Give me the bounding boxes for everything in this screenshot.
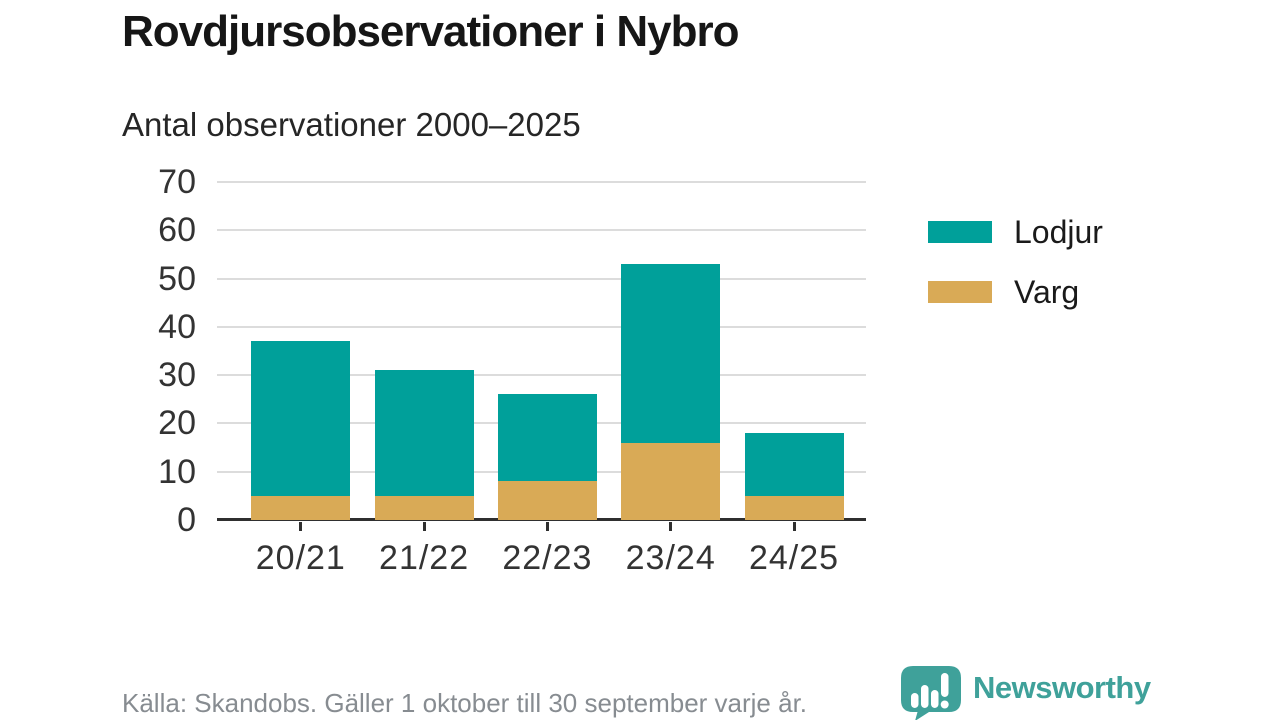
bar-segment-lodjur-21-22 bbox=[374, 370, 474, 496]
plot-area bbox=[217, 181, 866, 521]
chart-title: Rovdjursobservationer i Nybro bbox=[122, 7, 739, 56]
gridline-y60 bbox=[217, 229, 866, 232]
y-tick-label-50: 50 bbox=[158, 259, 196, 298]
bar-segment-lodjur-20-21 bbox=[251, 341, 351, 496]
x-tick-label-22-23: 22/23 bbox=[502, 539, 593, 577]
bar-segment-varg-23-24 bbox=[621, 442, 721, 520]
x-tick-24-25 bbox=[792, 522, 796, 531]
brand-logo: Newsworthy bbox=[899, 665, 1151, 720]
gridline-y40 bbox=[217, 325, 866, 328]
logo-bar-small bbox=[911, 693, 919, 708]
bar-segment-varg-24-25 bbox=[744, 495, 844, 520]
x-tick-22-23 bbox=[545, 522, 549, 531]
y-tick-label-70: 70 bbox=[158, 163, 196, 201]
brand-name: Newsworthy bbox=[973, 670, 1151, 705]
logo-exclamation-bar bbox=[941, 673, 949, 697]
newsworthy-logo-icon bbox=[901, 666, 961, 720]
x-tick-23-24 bbox=[669, 522, 673, 531]
y-tick-label-30: 30 bbox=[158, 356, 196, 395]
gridline-y30 bbox=[217, 374, 866, 377]
y-tick-label-0: 0 bbox=[177, 501, 196, 539]
chart-subtitle: Antal observationer 2000–2025 bbox=[122, 106, 581, 143]
x-tick-label-20-21: 20/21 bbox=[255, 539, 346, 577]
x-tick-21-22 bbox=[422, 522, 426, 531]
x-tick-label-23-24: 23/24 bbox=[625, 539, 716, 577]
legend-label-varg: Varg bbox=[1014, 274, 1080, 310]
y-tick-label-60: 60 bbox=[158, 211, 196, 250]
y-tick-label-10: 10 bbox=[158, 452, 196, 491]
legend-item-varg: Varg bbox=[928, 275, 1103, 309]
bar-segment-varg-20-21 bbox=[251, 495, 351, 520]
logo-bar-tall bbox=[921, 685, 929, 708]
bar-segment-lodjur-24-25 bbox=[744, 433, 844, 496]
legend-item-lodjur: Lodjur bbox=[928, 215, 1103, 249]
logo-bar-medium bbox=[931, 690, 939, 708]
x-tick-label-24-25: 24/25 bbox=[748, 539, 840, 577]
x-tick-label-21-22: 21/22 bbox=[379, 539, 470, 577]
y-tick-label-20: 20 bbox=[158, 404, 196, 443]
bar-segment-lodjur-23-24 bbox=[621, 264, 721, 443]
source-note: Källa: Skandobs. Gäller 1 oktober till 3… bbox=[122, 688, 808, 718]
x-tick-20-21 bbox=[299, 522, 303, 531]
legend-label-lodjur: Lodjur bbox=[1014, 214, 1103, 250]
gridline-y70 bbox=[217, 181, 866, 183]
gridline-y50 bbox=[217, 277, 866, 280]
bar-segment-varg-21-22 bbox=[374, 495, 474, 520]
logo-exclamation-dot bbox=[940, 700, 949, 709]
legend: Lodjur Varg bbox=[928, 215, 1103, 335]
legend-swatch-varg bbox=[928, 281, 992, 303]
y-tick-label-40: 40 bbox=[158, 307, 196, 346]
bar-segment-lodjur-22-23 bbox=[497, 394, 597, 482]
legend-swatch-lodjur bbox=[928, 221, 992, 243]
bar-segment-varg-22-23 bbox=[497, 481, 597, 520]
